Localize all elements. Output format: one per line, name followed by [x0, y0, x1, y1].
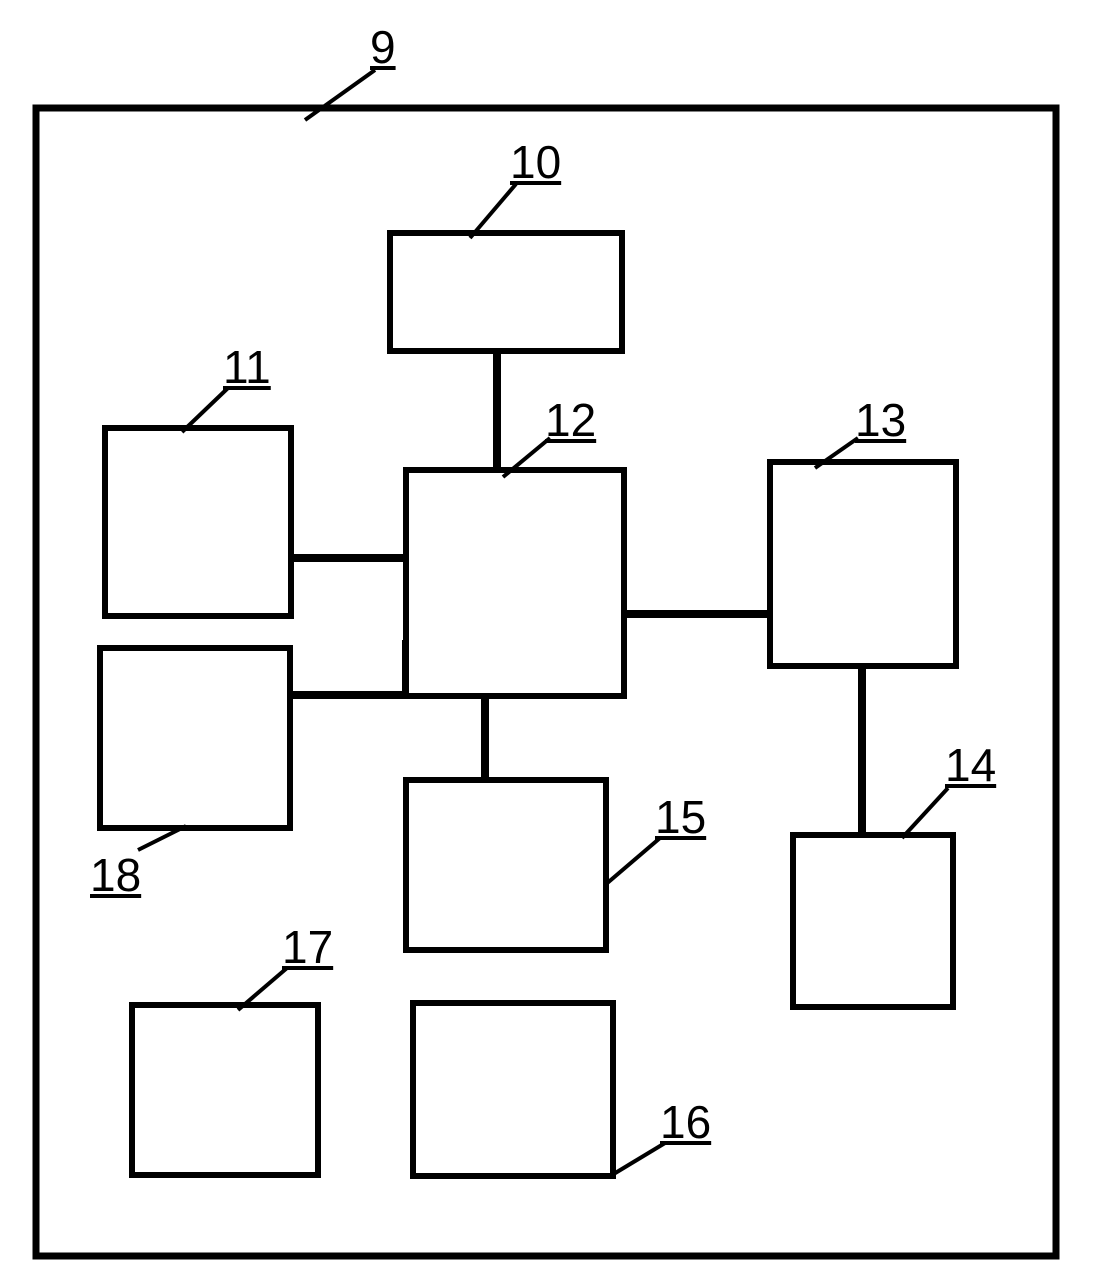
node-label-13: 13 — [855, 393, 906, 447]
leader-line-15 — [605, 838, 660, 885]
node-label-15: 15 — [655, 790, 706, 844]
block-diagram — [0, 0, 1107, 1282]
node-box-16 — [413, 1003, 613, 1176]
node-label-12: 12 — [545, 393, 596, 447]
node-box-18 — [100, 648, 290, 828]
node-box-10 — [390, 233, 622, 351]
node-label-14: 14 — [945, 738, 996, 792]
node-label-18: 18 — [90, 848, 141, 902]
node-box-13 — [770, 462, 956, 666]
node-label-9: 9 — [370, 20, 396, 74]
node-box-14 — [793, 835, 953, 1007]
node-label-16: 16 — [660, 1095, 711, 1149]
node-box-17 — [132, 1005, 318, 1175]
node-label-17: 17 — [282, 920, 333, 974]
leader-line-10 — [470, 184, 516, 238]
leader-line-16 — [612, 1143, 665, 1175]
node-box-11 — [105, 428, 291, 616]
node-label-10: 10 — [510, 135, 561, 189]
leader-line-9 — [305, 70, 375, 120]
node-label-11: 11 — [223, 340, 271, 394]
leader-line-14 — [902, 788, 948, 838]
node-box-12 — [406, 470, 624, 696]
node-box-15 — [406, 780, 606, 950]
